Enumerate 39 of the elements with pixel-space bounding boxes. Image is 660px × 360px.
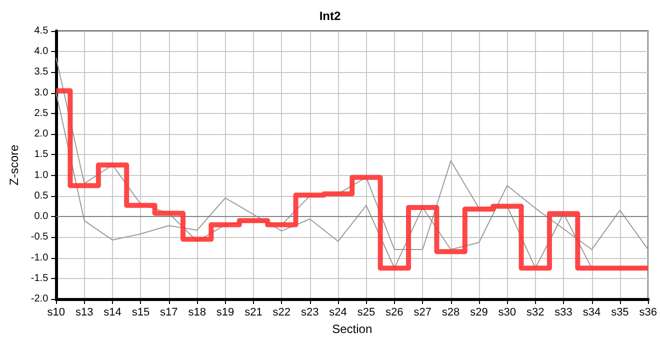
x-tick-label: s17 (160, 306, 178, 318)
x-tick-label: s25 (357, 306, 376, 318)
y-tick-label: 1.5 (34, 149, 49, 160)
x-tick-label: s19 (216, 306, 234, 318)
x-tick-label: s35 (611, 306, 629, 318)
y-tick-label: -2.0 (30, 294, 49, 304)
x-tick-label: s24 (329, 306, 347, 318)
y-tick-label: 3.0 (34, 87, 49, 98)
chart-title: Int2 (319, 9, 341, 23)
x-tick-label: s36 (639, 306, 658, 318)
x-tick-label: s27 (414, 306, 432, 318)
x-tick-label: s18 (188, 306, 206, 318)
x-tick-label: s21 (244, 306, 262, 318)
x-tick-label: s29 (470, 306, 488, 318)
y-tick-label: -1.5 (30, 272, 49, 284)
x-tick-label: s34 (582, 306, 601, 318)
y-tick-label: 0.0 (34, 211, 49, 222)
y-axis-title: Z-score (7, 144, 21, 186)
x-tick-label: s26 (386, 306, 404, 318)
y-tick-label: -1.0 (30, 252, 49, 264)
y-tick-label: 3.5 (34, 66, 49, 78)
x-tick-label: s15 (132, 306, 150, 318)
y-tick-label: 2.5 (34, 108, 49, 119)
y-tick-label: 1.0 (34, 170, 49, 181)
x-tick-label: s13 (75, 306, 94, 318)
x-tick-label: s28 (442, 306, 460, 318)
y-tick-label: -0.5 (30, 232, 49, 243)
x-tick-label: s30 (498, 306, 516, 318)
x-tick-label: s33 (554, 306, 572, 318)
x-tick-label: s23 (300, 306, 319, 318)
y-tick-label: 4.0 (34, 46, 49, 58)
x-tick-label: s14 (104, 306, 122, 318)
y-tick-label: 0.5 (34, 190, 49, 202)
x-tick-label: s32 (526, 306, 544, 318)
x-tick-label: s22 (272, 306, 291, 318)
x-tick-label: s10 (47, 306, 66, 318)
y-tick-label: 4.5 (34, 26, 49, 36)
y-tick-label: 2.0 (34, 128, 49, 140)
x-axis-title: Section (332, 322, 372, 336)
